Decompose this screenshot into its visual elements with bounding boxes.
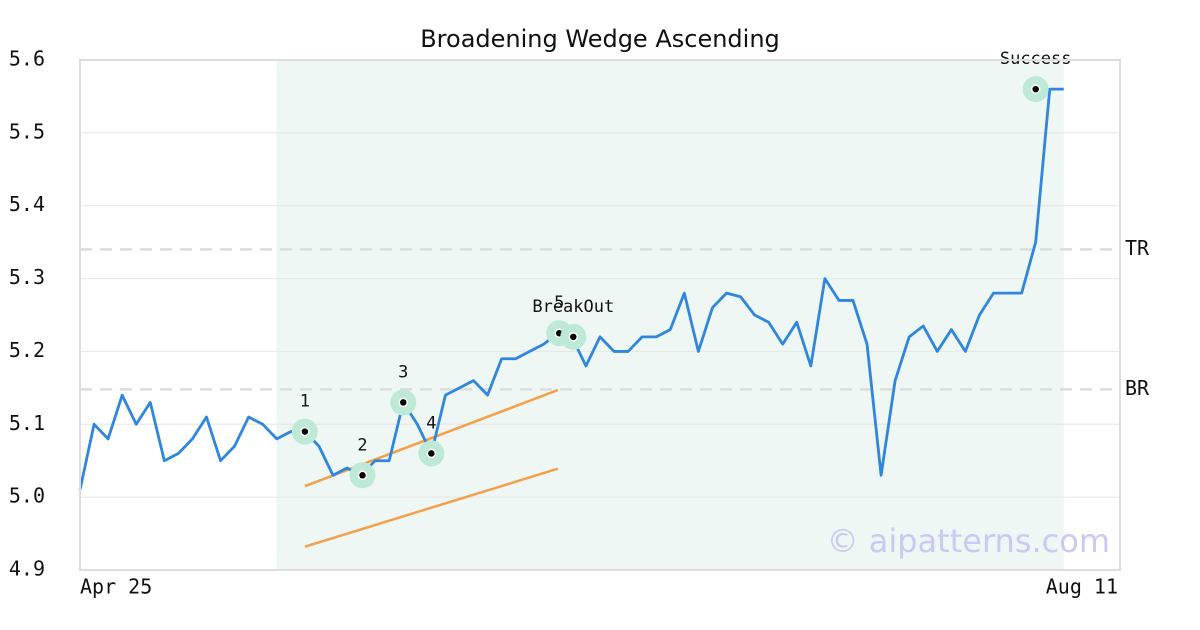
y-tick-label: 4.9 xyxy=(9,557,45,581)
y-tick-label: 5.0 xyxy=(9,484,45,508)
y-tick-label: 5.3 xyxy=(9,265,45,289)
pattern-point xyxy=(568,332,579,342)
y-tick-label: 5.6 xyxy=(9,47,45,71)
chart-title: Broadening Wedge Ascending xyxy=(420,25,780,53)
pattern-point-label: 2 xyxy=(357,435,367,455)
pattern-point xyxy=(398,397,408,408)
watermark: © aipatterns.com xyxy=(827,522,1110,560)
pattern-point-label: 4 xyxy=(426,413,436,433)
trend-line xyxy=(304,388,559,488)
pattern-point-label: 1 xyxy=(300,392,310,412)
level-label: TR xyxy=(1125,236,1150,260)
pattern-region xyxy=(276,60,1064,570)
level-label: BR xyxy=(1125,376,1150,400)
pattern-point xyxy=(1030,84,1041,94)
y-tick-label: 5.4 xyxy=(9,192,45,216)
pattern-point xyxy=(426,448,437,459)
y-tick-label: 5.5 xyxy=(9,119,45,143)
pattern-point xyxy=(357,470,368,481)
trend-line xyxy=(304,467,559,548)
pattern-point-label: 3 xyxy=(398,362,408,382)
pattern-point xyxy=(300,426,310,437)
y-tick-label: 5.1 xyxy=(9,411,45,435)
y-tick-label: 5.2 xyxy=(9,338,45,362)
plot-frame xyxy=(79,59,1121,571)
pattern-point-label: 5 xyxy=(554,293,564,313)
pattern-point-label: BreakOut xyxy=(532,297,614,317)
x-tick-label: Apr 25 xyxy=(80,575,152,599)
x-tick-label: Aug 11 xyxy=(1046,575,1118,599)
